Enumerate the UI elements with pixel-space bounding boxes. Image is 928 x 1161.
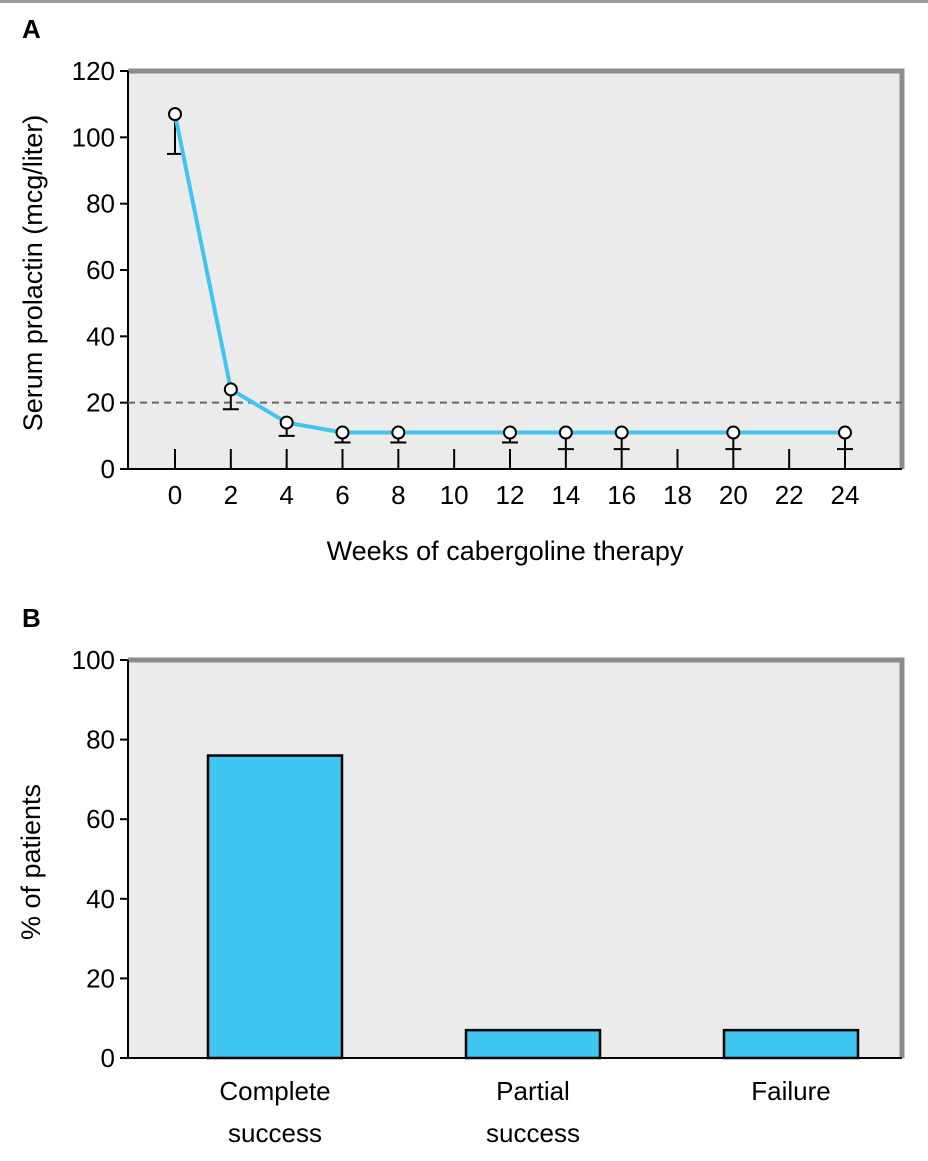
panel-a-label: A bbox=[22, 14, 41, 44]
x-tick-label: 20 bbox=[719, 480, 748, 510]
panel-a-markers bbox=[168, 107, 852, 440]
panel-b-bar-chart: B 0 20 40 60 80 100 Complete success Partial suc… bbox=[16, 603, 905, 1148]
data-point bbox=[168, 107, 182, 122]
data-point bbox=[503, 425, 517, 440]
x-tick-label: 4 bbox=[279, 480, 293, 510]
x-tick-label: 8 bbox=[391, 480, 405, 510]
top-border-line bbox=[0, 0, 928, 3]
panel-b-bars bbox=[206, 754, 860, 1060]
data-point bbox=[279, 415, 294, 430]
panel-a-x-title: Weeks of cabergoline therapy bbox=[327, 536, 684, 566]
panel-a-error-bars bbox=[167, 114, 853, 451]
data-point bbox=[838, 425, 852, 440]
y-tick-label: 0 bbox=[101, 1043, 115, 1073]
y-tick-label: 80 bbox=[86, 725, 115, 755]
data-point bbox=[614, 425, 629, 440]
y-tick-label: 40 bbox=[86, 321, 115, 351]
x-tick-label: 2 bbox=[224, 480, 238, 510]
y-tick-label: 40 bbox=[86, 884, 115, 914]
panel-a-y-title: Serum prolactin (mcg/liter) bbox=[18, 115, 48, 432]
y-tick-label: 120 bbox=[72, 56, 115, 86]
panel-b-x-axis: Complete success Partial success Failure bbox=[219, 1076, 830, 1148]
x-tick-label: 16 bbox=[607, 480, 636, 510]
x-tick-label: 10 bbox=[440, 480, 469, 510]
category-label: Complete bbox=[219, 1076, 330, 1106]
y-tick-label: 20 bbox=[86, 963, 115, 993]
x-tick-label: 0 bbox=[168, 480, 182, 510]
y-tick-label: 20 bbox=[86, 388, 115, 418]
panel-a-series-line bbox=[173, 113, 845, 435]
category-label: success bbox=[486, 1118, 580, 1148]
x-tick-label: 12 bbox=[496, 480, 525, 510]
panel-b-y-title: % of patients bbox=[16, 784, 46, 940]
bar bbox=[464, 1028, 602, 1060]
category-label: success bbox=[228, 1118, 322, 1148]
panel-b-label: B bbox=[22, 603, 41, 633]
y-tick-label: 60 bbox=[86, 255, 115, 285]
y-tick-label: 0 bbox=[101, 454, 115, 484]
y-tick-label: 100 bbox=[72, 645, 115, 675]
x-tick-label: 22 bbox=[775, 480, 804, 510]
x-tick-label: 24 bbox=[831, 480, 860, 510]
panel-b-y-axis: 0 20 40 60 80 100 bbox=[72, 645, 128, 1073]
data-point bbox=[223, 382, 238, 397]
y-tick-label: 100 bbox=[72, 122, 115, 152]
panel-a-plot-area bbox=[128, 71, 902, 469]
panel-a-x-axis: 0 2 4 6 8 10 12 14 16 18 20 22 24 bbox=[168, 449, 860, 510]
bar bbox=[206, 754, 344, 1060]
data-point bbox=[391, 425, 406, 440]
category-label: Failure bbox=[751, 1076, 830, 1106]
y-tick-label: 80 bbox=[86, 189, 115, 219]
data-point bbox=[335, 425, 350, 440]
data-point bbox=[558, 425, 573, 440]
x-tick-label: 18 bbox=[663, 480, 692, 510]
x-tick-label: 6 bbox=[335, 480, 349, 510]
panel-a-y-axis: 0 20 40 60 80 100 120 bbox=[72, 56, 128, 484]
y-tick-label: 60 bbox=[86, 804, 115, 834]
data-point bbox=[726, 425, 741, 440]
x-tick-label: 14 bbox=[551, 480, 580, 510]
bar bbox=[722, 1028, 860, 1060]
category-label: Partial bbox=[496, 1076, 570, 1106]
